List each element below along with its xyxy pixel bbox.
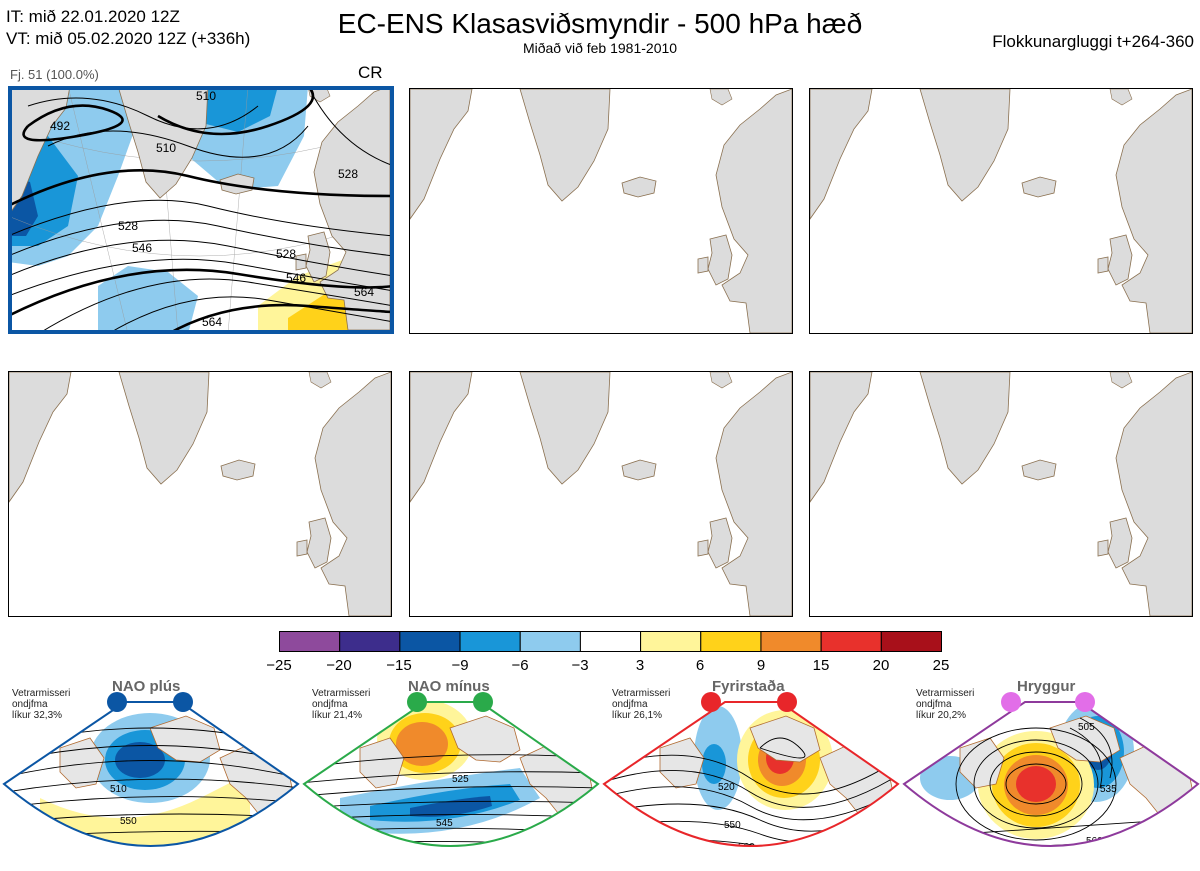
regime-title: Hryggur — [1017, 678, 1076, 695]
regime-title: NAO mínus — [408, 678, 490, 695]
regime-marker — [777, 692, 797, 712]
regime-ridge: Hryggur Vetrarmisseri ondjfma líkur 20,2… — [900, 676, 1200, 871]
colorbar-tick: 9 — [756, 657, 766, 674]
cluster-map-2[interactable] — [409, 88, 793, 334]
contour-label-2: 510 — [156, 141, 176, 155]
regime-marker — [701, 692, 721, 712]
colorbar-segment — [279, 631, 341, 652]
regime-marker — [173, 692, 193, 712]
contour-564 — [167, 303, 394, 334]
contour-546 — [8, 268, 394, 318]
contour-528 — [8, 168, 394, 208]
valid-time: VT: mið 05.02.2020 12Z (+336h) — [6, 29, 251, 48]
cluster-map-6[interactable] — [809, 371, 1193, 617]
regime-map: 510 550 — [2, 701, 300, 847]
regime-contour-label: 510 — [110, 784, 127, 795]
regime-note: Vetrarmisseri ondjfma líkur 32,3% — [12, 688, 71, 721]
contour-label-8: 564 — [354, 285, 374, 299]
cluster-count-label: Fj. 51 (100.0%) — [10, 67, 99, 82]
contour-label-5: 528 — [276, 247, 296, 261]
colorbar-tick: −9 — [451, 657, 469, 674]
colorbar-svg — [279, 631, 943, 652]
header-times: IT: mið 22.01.2020 12Z VT: mið 05.02.202… — [6, 6, 250, 50]
contour-492 — [22, 104, 124, 142]
colorbar — [279, 631, 945, 658]
cluster-map-3[interactable] — [809, 88, 1193, 334]
colorbar-ticks: −25 −20 −15 −9 −6 −3 3 6 9 15 20 25 — [266, 657, 949, 677]
anomaly-negative-south — [98, 266, 198, 334]
cluster-map-1-svg: 492 510 510 528 528 546 546 564 564 528 — [8, 86, 394, 334]
page-title: EC-ENS Klasasviðsmyndir - 500 hPa hæð — [337, 8, 863, 39]
regime-marker — [407, 692, 427, 712]
regime-marker — [473, 692, 493, 712]
colorbar-segment — [820, 631, 882, 652]
colorbar-tick: 20 — [872, 657, 890, 674]
colorbar-tick: −6 — [511, 657, 529, 674]
contour-label-3: 510 — [196, 89, 216, 103]
contour-label-1: 492 — [50, 119, 70, 133]
colorbar-segment — [579, 631, 642, 652]
regime-nao-minus: NAO mínus Vetrarmisseri ondjfma líkur 21… — [300, 676, 600, 871]
cluster-map-1[interactable]: 492 510 510 528 528 546 546 564 564 528 — [8, 86, 394, 334]
regime-note: Vetrarmisseri ondjfma líkur 21,4% — [312, 688, 371, 721]
regime-contour-label: 505 — [1078, 722, 1095, 733]
regime-contour-label: 560 — [738, 842, 755, 853]
init-time: IT: mið 22.01.2020 12Z — [6, 7, 180, 26]
regime-marker — [1001, 692, 1021, 712]
regime-blocking: Fyrirstaða Vetrarmisseri ondjfma líkur 2… — [600, 676, 900, 871]
colorbar-segment — [459, 631, 521, 652]
classification-window: Flokkunargluggi t+264-360 — [992, 32, 1194, 51]
cluster-regime-tag: CR — [358, 63, 383, 82]
colorbar-tick: −3 — [571, 657, 589, 674]
contour-label-9: 564 — [202, 315, 222, 329]
cluster-map-5[interactable] — [409, 371, 793, 617]
contour-label-6: 546 — [132, 241, 152, 255]
regime-note: Vetrarmisseri ondjfma líkur 26,1% — [612, 688, 671, 721]
regime-contour-label: 525 — [452, 774, 469, 785]
colorbar-tick: 15 — [812, 657, 830, 674]
colorbar-tick: −25 — [266, 657, 292, 674]
regime-title: Fyrirstaða — [712, 678, 785, 695]
contour-label-7: 546 — [286, 271, 306, 285]
colorbar-tick: 25 — [932, 657, 950, 674]
contour-510-north — [157, 86, 315, 136]
colorbar-segment — [760, 631, 822, 652]
colorbar-segment — [640, 631, 702, 652]
colorbar-segment — [339, 631, 401, 652]
colorbar-tick: −15 — [386, 657, 412, 674]
regime-contour-label: 550 — [120, 816, 137, 827]
regime-nao-plus: NAO plús Vetrarmisseri ondjfma líkur 32,… — [0, 676, 300, 871]
page-subtitle: Miðað við feb 1981-2010 — [522, 40, 678, 56]
regime-contour-label: 535 — [1100, 784, 1117, 795]
regime-contour-label: 550 — [724, 820, 741, 831]
contour-label-10: 528 — [338, 167, 358, 181]
regime-marker — [1075, 692, 1095, 712]
regime-title: NAO plús — [112, 678, 181, 695]
colorbar-segment — [700, 631, 762, 652]
colorbar-segment — [399, 631, 461, 652]
regime-map: 505 535 560 — [902, 701, 1200, 847]
regime-row: NAO plús Vetrarmisseri ondjfma líkur 32,… — [0, 676, 1200, 871]
regime-map: 525 545 565 — [302, 701, 600, 863]
anomaly-positive — [40, 766, 259, 846]
regime-contour-label: 565 — [446, 852, 463, 863]
colorbar-tick: −20 — [326, 657, 352, 674]
colorbar-tick: 3 — [635, 657, 645, 674]
colorbar-segment — [519, 631, 581, 652]
cluster-map-4[interactable] — [8, 371, 392, 617]
colorbar-tick: 6 — [695, 657, 705, 674]
regime-note: Vetrarmisseri ondjfma líkur 20,2% — [916, 688, 975, 721]
regime-contour-label: 545 — [436, 818, 453, 829]
regime-contour-label: 520 — [718, 782, 735, 793]
colorbar-segment — [880, 631, 943, 652]
contour-label-4: 528 — [118, 219, 138, 233]
regime-marker — [107, 692, 127, 712]
regime-map: 520 550 560 — [602, 701, 900, 853]
